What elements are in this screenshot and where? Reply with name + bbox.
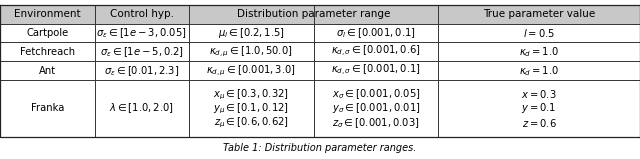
Bar	[0, 5, 640, 24]
Text: Control hyp.: Control hyp.	[110, 9, 174, 19]
Text: $\kappa_d = 1.0$: $\kappa_d = 1.0$	[519, 45, 559, 59]
Text: True parameter value: True parameter value	[483, 9, 595, 19]
Bar	[0, 5, 640, 24]
Text: Fetchreach: Fetchreach	[20, 47, 75, 57]
Text: $y_\mu \in [0.1, 0.12]$: $y_\mu \in [0.1, 0.12]$	[213, 101, 289, 116]
Text: Cartpole: Cartpole	[26, 28, 68, 38]
Bar	[0, 24, 640, 42]
Bar	[0, 24, 640, 42]
Text: $y = 0.1$: $y = 0.1$	[522, 101, 557, 115]
Text: $\kappa_{d,\mu} \in [0.001, 3.0]$: $\kappa_{d,\mu} \in [0.001, 3.0]$	[206, 64, 296, 78]
Text: Franka: Franka	[31, 104, 64, 114]
Text: $z_\sigma \in [0.001, 0.03]$: $z_\sigma \in [0.001, 0.03]$	[332, 116, 420, 130]
Text: $x_\sigma \in [0.001, 0.05]$: $x_\sigma \in [0.001, 0.05]$	[332, 87, 420, 101]
Bar	[0, 5, 640, 24]
Text: Ant: Ant	[39, 66, 56, 76]
Text: $\kappa_{d,\mu} \in [1.0, 50.0]$: $\kappa_{d,\mu} \in [1.0, 50.0]$	[209, 45, 293, 59]
Text: $\kappa_{d,\sigma} \in [0.001, 0.1]$: $\kappa_{d,\sigma} \in [0.001, 0.1]$	[331, 63, 421, 78]
Text: $\sigma_\epsilon \in [1e-5, 0.2]$: $\sigma_\epsilon \in [1e-5, 0.2]$	[100, 45, 184, 59]
Text: $\kappa_{d,\sigma} \in [0.001, 0.6]$: $\kappa_{d,\sigma} \in [0.001, 0.6]$	[331, 44, 421, 59]
Bar	[0, 42, 640, 61]
Text: $\lambda \in [1.0, 2.0]$: $\lambda \in [1.0, 2.0]$	[109, 102, 174, 115]
Text: $y_\sigma \in [0.001, 0.01]$: $y_\sigma \in [0.001, 0.01]$	[332, 101, 420, 115]
Text: $\mu_l \in [0.2, 1.5]$: $\mu_l \in [0.2, 1.5]$	[218, 26, 285, 40]
Text: $z = 0.6$: $z = 0.6$	[522, 117, 557, 129]
Text: Table 1: Distribution parameter ranges.: Table 1: Distribution parameter ranges.	[223, 143, 417, 153]
Bar	[0, 80, 640, 137]
Text: $x_\mu \in [0.3, 0.32]$: $x_\mu \in [0.3, 0.32]$	[213, 87, 289, 101]
Text: $\sigma_\epsilon \in [0.01, 2.3]$: $\sigma_\epsilon \in [0.01, 2.3]$	[104, 64, 179, 78]
Text: $z_\mu \in [0.6, 0.62]$: $z_\mu \in [0.6, 0.62]$	[214, 115, 289, 130]
Bar	[0, 61, 640, 80]
Text: $\sigma_l \in [0.001, 0.1]$: $\sigma_l \in [0.001, 0.1]$	[336, 26, 416, 40]
Text: $x = 0.3$: $x = 0.3$	[522, 88, 557, 100]
Text: Environment: Environment	[14, 9, 81, 19]
Text: Distribution parameter range: Distribution parameter range	[237, 9, 390, 19]
Text: $\sigma_\epsilon \in [1e-3, 0.05]$: $\sigma_\epsilon \in [1e-3, 0.05]$	[97, 26, 187, 40]
Bar	[0, 80, 640, 137]
Bar	[0, 61, 640, 80]
Bar	[0, 42, 640, 61]
Text: $l = 0.5$: $l = 0.5$	[523, 27, 556, 39]
Text: $\kappa_d = 1.0$: $\kappa_d = 1.0$	[519, 64, 559, 78]
